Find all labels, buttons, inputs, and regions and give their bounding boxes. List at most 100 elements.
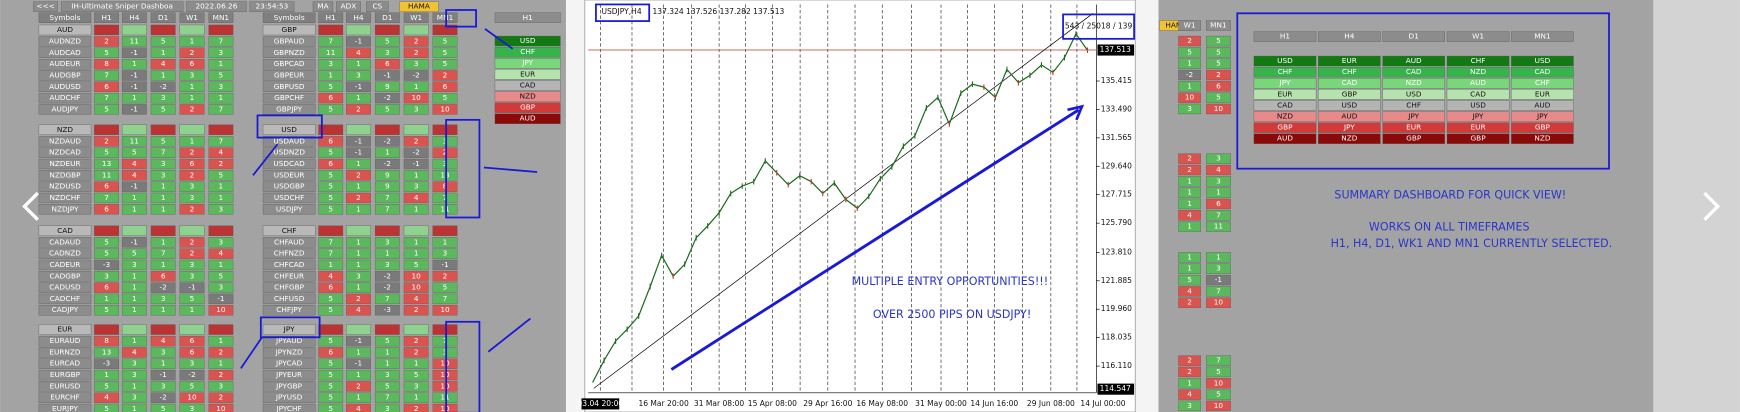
toolbar-item-bg xyxy=(186,1,247,12)
strength-rank-bg xyxy=(494,35,561,47)
pair-name: EURNZD xyxy=(49,347,81,356)
strength-value-bg xyxy=(432,36,458,47)
summary-header-bg xyxy=(1446,31,1510,42)
pair-name-bg xyxy=(38,158,92,170)
strength-value-bg xyxy=(94,305,119,316)
strip-value-bg xyxy=(1178,378,1201,389)
strength-value-bg xyxy=(318,170,344,181)
strength-value-bg xyxy=(208,147,234,158)
strength-value: 1 xyxy=(356,159,361,168)
strength-value-bg xyxy=(432,47,458,58)
strength-value-bg xyxy=(318,70,344,81)
pair-name: CHFEUR xyxy=(274,271,304,280)
strip-value: 2 xyxy=(1187,154,1192,163)
strength-value: 2 xyxy=(219,159,224,168)
strength-value-bg xyxy=(179,358,205,369)
summary-cell: EUR xyxy=(1471,123,1486,132)
strip-value-bg xyxy=(1206,153,1231,164)
pair-name-bg xyxy=(262,81,316,92)
strip-value-bg xyxy=(1178,153,1201,164)
strength-value: 2 xyxy=(219,393,224,402)
strength-value-bg xyxy=(346,271,371,282)
column-header-bg xyxy=(121,12,147,23)
block-header-cell xyxy=(346,24,371,36)
strength-value: 2 xyxy=(190,170,195,179)
strength-value-bg xyxy=(403,282,429,293)
strength-value: 5 xyxy=(190,381,195,390)
strength-value: 11 xyxy=(326,48,335,57)
strip-value-bg xyxy=(1178,286,1201,297)
summary-cell: EUR xyxy=(1342,56,1357,65)
strength-value: 1 xyxy=(104,370,109,379)
strength-value-bg xyxy=(403,392,429,403)
strength-value: 6 xyxy=(190,59,195,68)
summary-cell-bg xyxy=(1382,89,1445,100)
strength-value-bg xyxy=(150,204,176,215)
strip-value: 1 xyxy=(1187,81,1192,90)
dashboard: <<< IH-Ultimate Sniper Dashboa 2022.06.26 2… xyxy=(33,1,561,412)
strength-value-bg xyxy=(346,58,371,70)
strength-value-bg xyxy=(403,58,429,70)
strength-value-bg xyxy=(150,248,176,259)
pair-name-bg xyxy=(262,259,316,271)
summary-header-bg xyxy=(1382,31,1445,42)
strength-value: 2 xyxy=(190,48,195,57)
strength-value-bg xyxy=(94,58,119,70)
price-tag xyxy=(1097,44,1135,56)
strength-value-bg xyxy=(150,70,176,81)
summary-cell: USD xyxy=(1470,100,1486,109)
trend-line xyxy=(593,13,1094,389)
strip-value: 4 xyxy=(1216,165,1221,174)
pair-name: JPYGBP xyxy=(275,381,303,390)
strength-value: 1 xyxy=(132,193,137,202)
strip-value-bg xyxy=(1206,164,1231,176)
strength-value: 2 xyxy=(356,381,361,390)
column-header-bg xyxy=(208,12,234,23)
strength-value: 3 xyxy=(219,237,224,246)
strength-value-bg xyxy=(318,381,344,392)
strength-value: 7 xyxy=(328,237,333,246)
strength-value: 5 xyxy=(328,404,333,412)
strength-value: 5 xyxy=(328,336,333,345)
price-line xyxy=(592,32,1088,383)
strength-value-bg xyxy=(94,237,119,248)
strength-value-bg xyxy=(150,104,176,115)
strength-value: 1 xyxy=(414,170,419,179)
strip-value-bg xyxy=(1178,274,1201,286)
block-header-cell xyxy=(150,324,176,335)
strength-value: -1 xyxy=(131,182,138,191)
strength-value-bg xyxy=(179,293,205,305)
summary-cell: USD xyxy=(1277,56,1293,65)
strength-value: -1 xyxy=(131,48,138,57)
summary-cell: NZD xyxy=(1406,78,1422,87)
strength-value-bg xyxy=(150,237,176,248)
summary-cell-bg xyxy=(1446,89,1510,100)
strength-value-bg xyxy=(121,237,147,248)
strength-value-bg xyxy=(150,305,176,316)
pair-name-bg xyxy=(262,47,316,58)
block-header-cell xyxy=(346,324,371,335)
strength-value-bg xyxy=(346,335,371,347)
strip-value: 1 xyxy=(1187,59,1192,68)
pair-name: JPYUSD xyxy=(275,393,303,402)
y-tick-label: 118.035 xyxy=(1101,333,1132,342)
strength-value: 5 xyxy=(219,271,224,280)
next-arrow[interactable] xyxy=(1703,191,1721,221)
strength-value-bg xyxy=(346,305,371,316)
prev-arrow[interactable] xyxy=(22,191,39,221)
y-tick-label: 131.565 xyxy=(1101,133,1132,142)
strip-value-bg xyxy=(1178,389,1201,400)
x-tick-label: 31 Mar 08:00 xyxy=(694,399,744,408)
pair-name: JPYNZD xyxy=(275,347,303,356)
strength-value-bg xyxy=(374,136,400,147)
strength-value: 5 xyxy=(328,305,333,314)
strength-value: 5 xyxy=(328,359,333,368)
strip-value: 5 xyxy=(1216,390,1221,399)
price-tag-label: 114.547 xyxy=(1100,384,1131,393)
strength-value-bg xyxy=(403,92,429,104)
toolbar-item-bg xyxy=(60,1,184,12)
block-header-cell xyxy=(432,324,458,335)
pair-name: AUDNZD xyxy=(49,36,81,45)
strength-value-bg xyxy=(94,192,119,204)
strength-value: 2 xyxy=(414,305,419,314)
